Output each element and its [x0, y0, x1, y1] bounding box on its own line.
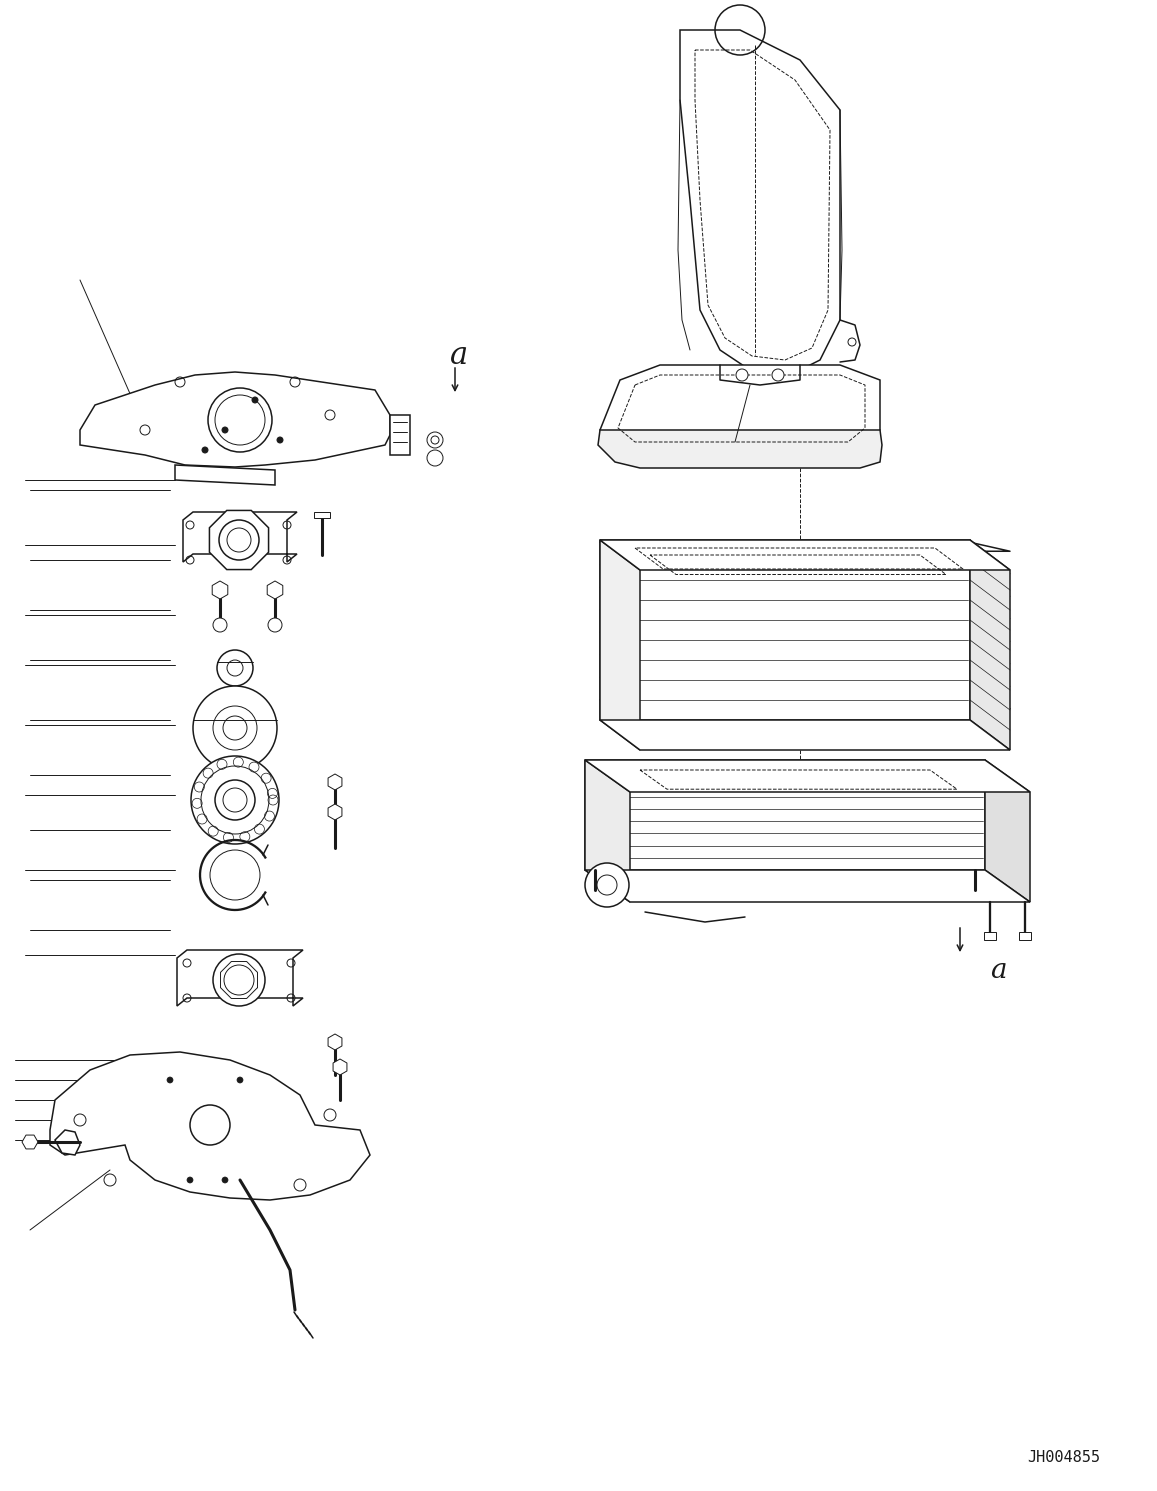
Polygon shape: [390, 414, 410, 455]
Circle shape: [268, 617, 282, 632]
Circle shape: [219, 520, 259, 561]
Polygon shape: [212, 581, 228, 599]
Circle shape: [222, 426, 228, 432]
Circle shape: [252, 397, 258, 403]
Polygon shape: [970, 540, 1010, 750]
Polygon shape: [314, 511, 330, 517]
Polygon shape: [209, 510, 268, 570]
Text: a: a: [450, 340, 469, 370]
Text: a: a: [990, 957, 1007, 984]
Circle shape: [187, 1176, 193, 1182]
Polygon shape: [333, 1059, 347, 1075]
Polygon shape: [585, 871, 1030, 902]
Polygon shape: [983, 932, 996, 939]
Polygon shape: [183, 511, 297, 562]
Circle shape: [215, 780, 255, 820]
Polygon shape: [22, 1135, 38, 1150]
Polygon shape: [177, 950, 303, 1006]
Polygon shape: [600, 540, 970, 720]
Circle shape: [213, 617, 227, 632]
Polygon shape: [598, 429, 882, 468]
Polygon shape: [985, 760, 1030, 902]
Circle shape: [427, 432, 443, 447]
Polygon shape: [175, 465, 275, 485]
Polygon shape: [329, 1033, 342, 1050]
Polygon shape: [1019, 932, 1031, 939]
Polygon shape: [680, 30, 840, 376]
Circle shape: [277, 437, 283, 443]
Polygon shape: [600, 540, 1010, 570]
Polygon shape: [50, 1053, 370, 1200]
Circle shape: [193, 686, 277, 769]
Circle shape: [202, 447, 208, 453]
Polygon shape: [80, 371, 390, 467]
Polygon shape: [267, 581, 282, 599]
Circle shape: [213, 954, 265, 1006]
Circle shape: [848, 338, 856, 346]
Polygon shape: [600, 365, 880, 450]
Circle shape: [191, 756, 279, 844]
Polygon shape: [585, 760, 1030, 792]
Polygon shape: [329, 774, 342, 790]
Circle shape: [585, 863, 629, 907]
Circle shape: [222, 1176, 228, 1182]
Circle shape: [597, 875, 617, 895]
Circle shape: [772, 368, 784, 382]
Circle shape: [167, 1077, 174, 1082]
Circle shape: [208, 388, 272, 452]
Text: JH004855: JH004855: [1027, 1451, 1100, 1466]
Polygon shape: [329, 804, 342, 820]
Polygon shape: [600, 540, 640, 750]
Polygon shape: [585, 760, 985, 871]
Polygon shape: [585, 760, 631, 902]
Circle shape: [736, 368, 747, 382]
Polygon shape: [600, 720, 1010, 750]
Circle shape: [218, 650, 253, 686]
Circle shape: [427, 450, 443, 467]
Polygon shape: [56, 1130, 80, 1156]
Circle shape: [237, 1077, 243, 1082]
Circle shape: [215, 395, 265, 444]
